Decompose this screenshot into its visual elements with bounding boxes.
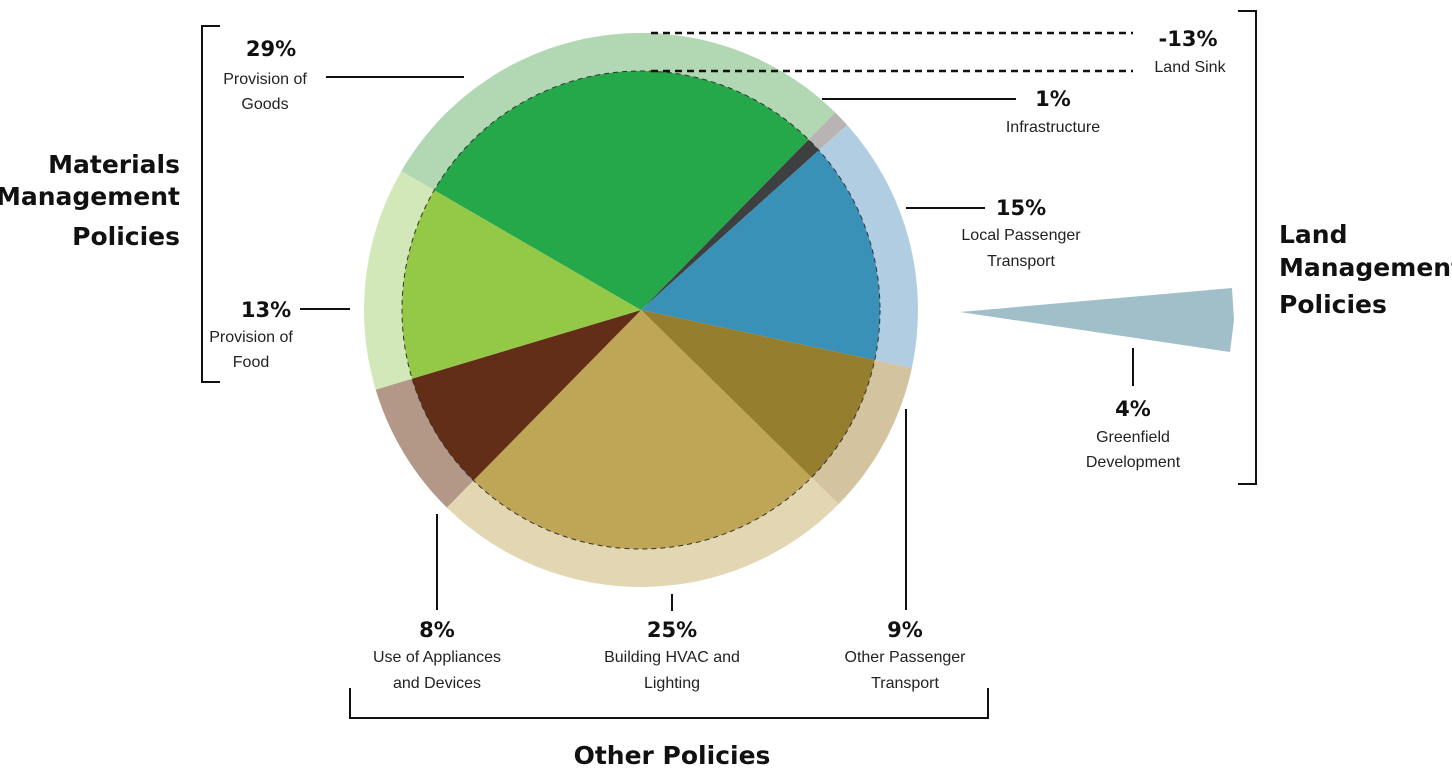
bracket-materials (201, 25, 220, 383)
label-food-1: Provision of (209, 329, 293, 346)
label-hvac-1: Building HVAC and (604, 649, 740, 666)
pct-food: 13% (241, 298, 291, 322)
slice-local (641, 150, 880, 361)
bracket-land (1238, 10, 1257, 485)
slice-other_pt (641, 310, 875, 478)
pct-local-transport: 15% (996, 196, 1046, 220)
pct-greenfield: 4% (1115, 397, 1151, 421)
label-greenfield-2: Development (1086, 454, 1181, 471)
inner-ring-outline (401, 70, 881, 550)
pct-hvac: 25% (647, 618, 697, 642)
group-materials-2: Management (0, 182, 180, 211)
label-appliances-2: and Devices (393, 675, 481, 692)
group-land-1: Land (1279, 220, 1348, 249)
label-food-2: Food (233, 354, 269, 371)
bracket-other (349, 688, 989, 719)
slice-infra (641, 139, 819, 310)
slice-hvac (473, 310, 812, 550)
label-goods-2: Goods (241, 96, 288, 113)
group-materials-1: Materials (48, 150, 180, 179)
group-other: Other Policies (574, 741, 771, 769)
pct-appliances: 8% (419, 618, 455, 642)
label-appliances-1: Use of Appliances (373, 649, 501, 666)
label-infrastructure: Infrastructure (1006, 119, 1100, 136)
slice-goods (434, 70, 809, 311)
pie-slices (363, 32, 919, 587)
label-local-transport-1: Local Passenger (961, 227, 1081, 244)
label-local-transport-2: Transport (987, 253, 1055, 270)
slice-food (402, 190, 641, 379)
leader-lines (201, 10, 1257, 719)
label-other-transport-2: Transport (871, 675, 939, 692)
label-greenfield-1: Greenfield (1096, 429, 1170, 446)
label-land-sink: Land Sink (1154, 59, 1226, 76)
label-goods-1: Provision of (223, 71, 307, 88)
group-land-3: Policies (1279, 290, 1387, 319)
label-other-transport-1: Other Passenger (845, 649, 967, 666)
greenfield-wedge (960, 288, 1234, 352)
label-hvac-2: Lighting (644, 675, 700, 692)
group-materials-3: Policies (72, 222, 180, 251)
pct-land-sink: -13% (1159, 27, 1218, 51)
group-land-2: Management (1279, 253, 1452, 282)
pct-goods: 29% (246, 37, 296, 61)
slice-appl (412, 310, 641, 481)
pct-infrastructure: 1% (1035, 87, 1071, 111)
pct-other-transport: 9% (887, 618, 923, 642)
